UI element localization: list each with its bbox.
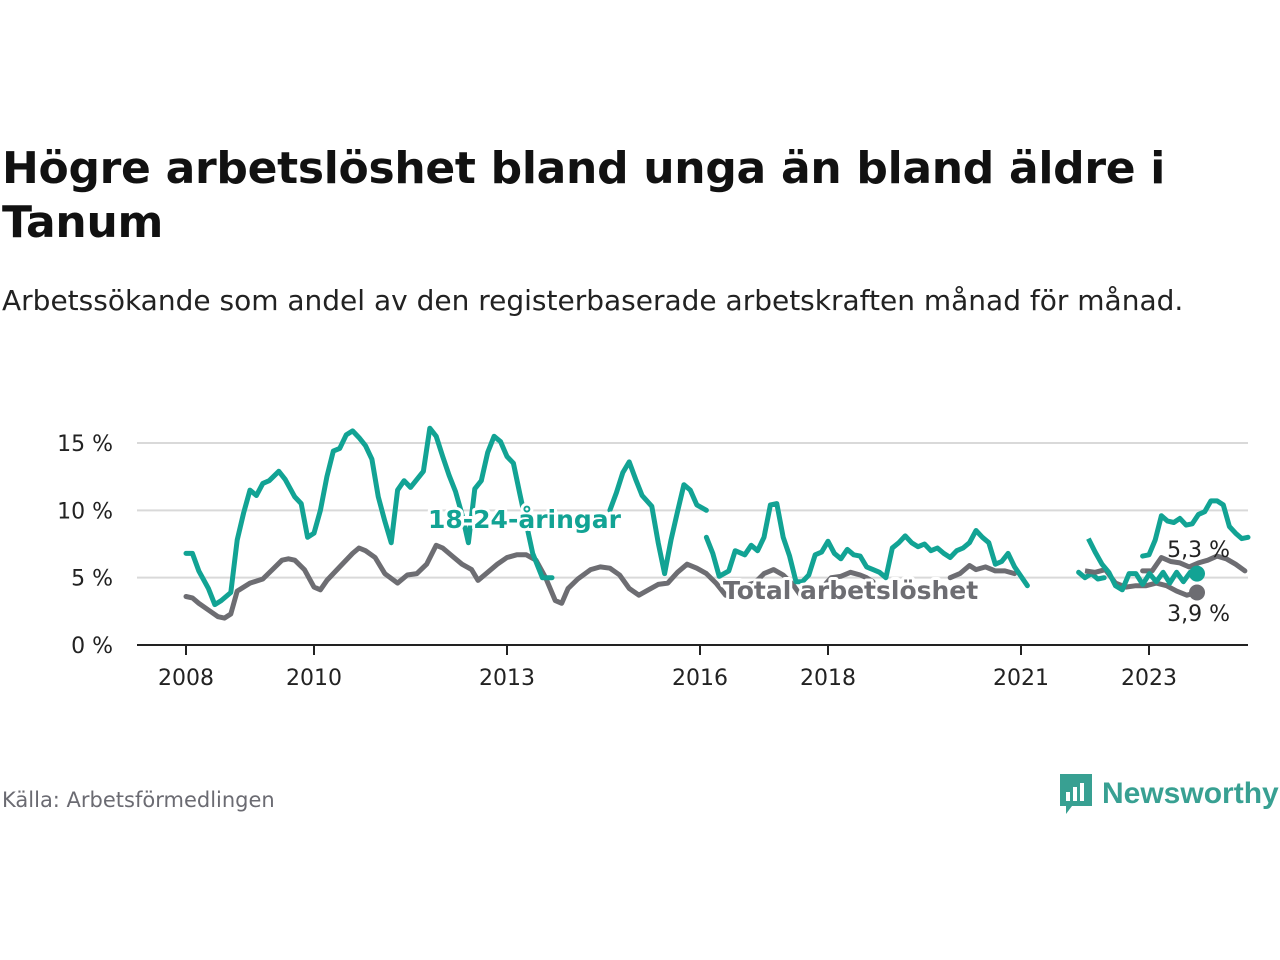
y-tick-label: 10 % [57, 499, 113, 524]
y-tick-label: 15 % [57, 432, 113, 457]
youth-end-label: 5,3 % [1167, 538, 1230, 563]
newsworthy-logo-icon [1058, 772, 1094, 816]
source-note: Källa: Arbetsförmedlingen [2, 788, 275, 812]
youth-series-line [706, 504, 1027, 586]
line-chart: 0 % 5 % 10 % 15 % 2008 2010 2013 2016 2018 2021 20… [0, 400, 1280, 700]
brand-logo[interactable]: Newsworthy [1058, 772, 1279, 816]
chart-subtitle: Arbetssökande som andel av den registerb… [2, 280, 1202, 322]
x-tick-label: 2021 [993, 666, 1049, 691]
x-tick-label: 2013 [479, 666, 535, 691]
x-tick-label: 2008 [158, 666, 214, 691]
youth-series-label: 18-24-åringar [428, 505, 622, 534]
total-end-point [1189, 584, 1205, 600]
y-tick-label: 0 % [71, 634, 113, 659]
chart-title: Högre arbetslöshet bland unga än bland ä… [2, 142, 1202, 250]
x-tick-label: 2018 [800, 666, 856, 691]
total-series-label: Total arbetslöshet [723, 576, 978, 605]
brand-name: Newsworthy [1102, 777, 1279, 811]
x-tick-label: 2023 [1121, 666, 1177, 691]
youth-end-point [1189, 566, 1205, 582]
y-tick-label: 5 % [71, 567, 113, 592]
x-tick-label: 2016 [672, 666, 728, 691]
x-tick-label: 2010 [286, 666, 342, 691]
total-end-label: 3,9 % [1167, 602, 1230, 627]
youth-series-line [610, 462, 707, 574]
